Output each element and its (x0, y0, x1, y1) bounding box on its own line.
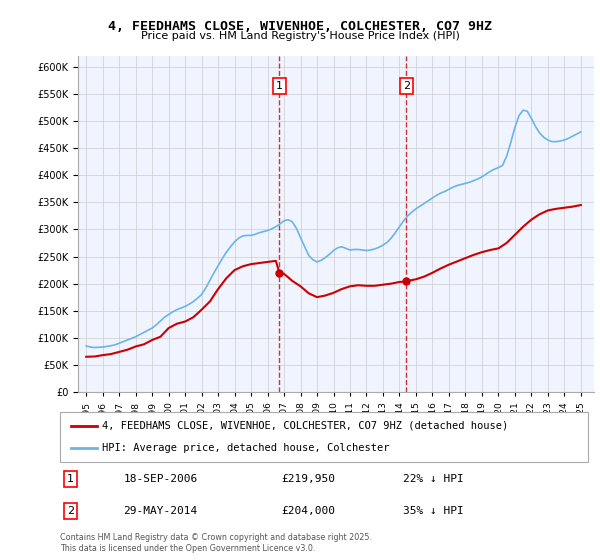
Text: £204,000: £204,000 (282, 506, 336, 516)
Text: 2: 2 (403, 81, 410, 91)
Text: 2: 2 (67, 506, 74, 516)
Text: 1: 1 (67, 474, 74, 484)
Text: HPI: Average price, detached house, Colchester: HPI: Average price, detached house, Colc… (102, 443, 390, 453)
Text: 4, FEEDHAMS CLOSE, WIVENHOE, COLCHESTER, CO7 9HZ (detached house): 4, FEEDHAMS CLOSE, WIVENHOE, COLCHESTER,… (102, 421, 508, 431)
FancyBboxPatch shape (60, 412, 588, 462)
Text: 1: 1 (276, 81, 283, 91)
Text: Price paid vs. HM Land Registry's House Price Index (HPI): Price paid vs. HM Land Registry's House … (140, 31, 460, 41)
Text: £219,950: £219,950 (282, 474, 336, 484)
Text: 35% ↓ HPI: 35% ↓ HPI (403, 506, 464, 516)
Text: 4, FEEDHAMS CLOSE, WIVENHOE, COLCHESTER, CO7 9HZ: 4, FEEDHAMS CLOSE, WIVENHOE, COLCHESTER,… (108, 20, 492, 32)
Text: 22% ↓ HPI: 22% ↓ HPI (403, 474, 464, 484)
Text: Contains HM Land Registry data © Crown copyright and database right 2025.
This d: Contains HM Land Registry data © Crown c… (60, 533, 372, 553)
Text: 29-MAY-2014: 29-MAY-2014 (124, 506, 197, 516)
Text: 18-SEP-2006: 18-SEP-2006 (124, 474, 197, 484)
